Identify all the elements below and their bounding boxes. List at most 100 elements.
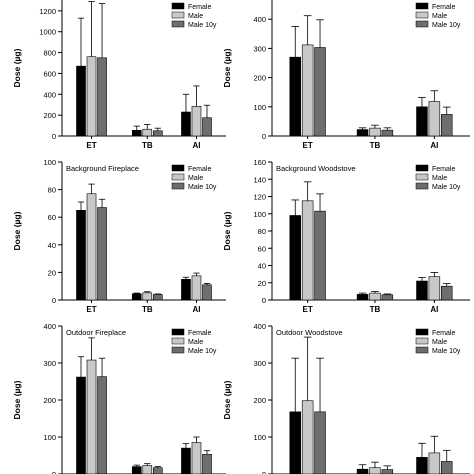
bar-female-ai: [416, 457, 428, 474]
legend-swatch: [171, 337, 185, 345]
legend-label: Female: [432, 166, 455, 173]
legend-label: Male 10y: [188, 348, 217, 355]
legend-label: Male: [188, 175, 203, 182]
y-tick-label: 300: [253, 359, 266, 368]
x-tick-label: TB: [142, 305, 153, 314]
legend-swatch: [415, 11, 429, 19]
bar-female-et: [76, 210, 86, 301]
legend-swatch: [415, 164, 429, 172]
y-tick-label: 40: [258, 262, 266, 271]
bar-male-ai: [428, 101, 441, 137]
bar-male-ai: [428, 276, 441, 301]
bar-male-10y-ai: [441, 114, 453, 137]
x-tick-label: AI: [430, 305, 438, 314]
panel-title: Background Fireplace: [66, 164, 139, 173]
y-tick-label: 400: [43, 90, 56, 99]
bar-male-10y-tb: [381, 294, 394, 301]
panel-title: Outdoor Woodstove: [276, 328, 343, 337]
legend-swatch: [415, 182, 429, 190]
bar-male-10y-et: [314, 47, 326, 137]
bar-male-10y-ai: [441, 461, 453, 474]
bar-male-ai: [428, 452, 441, 474]
x-tick-label: AI: [192, 141, 200, 150]
legend-label: Male 10y: [432, 348, 461, 355]
y-axis-label: Dose (µg): [12, 380, 22, 419]
legend-swatch: [415, 2, 429, 10]
legend-label: Female: [432, 330, 455, 337]
panel-title: Outdoor Fireplace: [66, 328, 126, 337]
x-tick-label: TB: [370, 141, 381, 150]
y-tick-label: 400: [43, 322, 56, 331]
legend-label: Male: [432, 175, 447, 182]
bar-male-tb: [142, 465, 153, 474]
legend-label: Male: [188, 339, 203, 346]
y-tick-label: 140: [253, 175, 266, 184]
bar-male-10y-et: [97, 57, 107, 137]
legend-label: Male 10y: [432, 22, 461, 29]
y-tick-label: 100: [43, 433, 56, 442]
y-axis-label: Dose (µg): [12, 211, 22, 250]
y-tick-label: 100: [253, 210, 266, 219]
y-axis-label: Dose (µg): [222, 380, 232, 419]
bar-female-tb: [131, 293, 142, 301]
bar-male-ai: [191, 442, 202, 474]
y-tick-label: 100: [253, 103, 266, 112]
bar-female-et: [289, 215, 301, 301]
legend-label: Male 10y: [432, 184, 461, 191]
bar-female-tb: [356, 129, 369, 137]
bar-male-tb: [369, 467, 381, 474]
legend-swatch: [171, 346, 185, 354]
legend-swatch: [415, 173, 429, 181]
y-tick-label: 300: [43, 359, 56, 368]
bar-male-tb: [369, 127, 381, 137]
bar-male-tb: [142, 128, 153, 137]
bar-male-10y-ai: [202, 454, 212, 474]
legend-swatch: [415, 328, 429, 336]
legend-label: Male: [188, 13, 203, 20]
y-tick-label: 400: [253, 15, 266, 24]
y-tick-label: 0: [262, 132, 266, 141]
y-tick-label: 60: [258, 244, 266, 253]
y-tick-label: 60: [48, 213, 56, 222]
y-tick-label: 80: [258, 227, 266, 236]
y-axis-label: Dose (µg): [12, 48, 22, 87]
bar-male-tb: [142, 292, 153, 301]
bar-female-tb: [131, 129, 142, 137]
y-tick-label: 300: [253, 44, 266, 53]
y-tick-label: 800: [43, 49, 56, 58]
x-tick-label: ET: [86, 305, 96, 314]
legend-swatch: [415, 346, 429, 354]
y-tick-label: 0: [262, 470, 266, 474]
x-tick-label: ET: [303, 305, 313, 314]
legend-label: Female: [188, 330, 211, 337]
bar-female-ai: [181, 447, 191, 474]
legend-label: Male 10y: [188, 22, 217, 29]
bar-male-10y-et: [97, 376, 107, 474]
legend-label: Male: [432, 339, 447, 346]
x-tick-label: ET: [303, 141, 313, 150]
bar-male-10y-tb: [381, 129, 394, 137]
y-tick-label: 0: [52, 132, 56, 141]
bar-male-10y-et: [97, 207, 107, 301]
bar-male-10y-tb: [152, 130, 163, 137]
legend-swatch: [171, 2, 185, 10]
bar-female-et: [76, 65, 86, 137]
legend-label: Male 10y: [188, 184, 217, 191]
y-tick-label: 200: [253, 396, 266, 405]
legend-label: Female: [188, 4, 211, 11]
y-tick-label: 0: [52, 296, 56, 305]
bar-female-ai: [181, 278, 191, 301]
bar-male-ai: [191, 275, 202, 301]
y-tick-label: 80: [48, 186, 56, 195]
x-tick-label: TB: [370, 305, 381, 314]
y-tick-label: 160: [253, 158, 266, 167]
bar-male-tb: [369, 292, 381, 301]
bar-male-10y-ai: [202, 284, 212, 301]
bar-female-tb: [356, 294, 369, 301]
legend-swatch: [415, 337, 429, 345]
y-axis-label: Dose (µg): [222, 211, 232, 250]
y-tick-label: 100: [253, 433, 266, 442]
